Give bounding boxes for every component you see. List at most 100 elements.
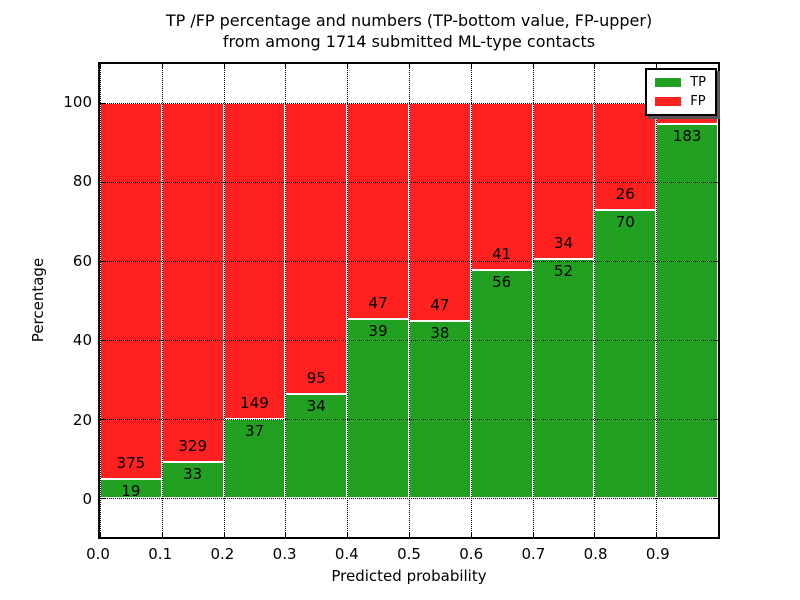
x-gridline bbox=[532, 64, 534, 537]
fp-count-label: 47 bbox=[368, 293, 388, 312]
x-tick-mark bbox=[100, 64, 101, 69]
chart-title-line1: TP /FP percentage and numbers (TP-bottom… bbox=[165, 11, 653, 30]
tp-legend-swatch bbox=[655, 78, 682, 87]
x-tick-mark bbox=[532, 64, 534, 69]
tp-count-label: 70 bbox=[615, 213, 635, 232]
x-tick-mark bbox=[594, 532, 596, 537]
x-tick-mark bbox=[470, 64, 472, 69]
bar-segment-tp bbox=[347, 318, 409, 498]
y-tick-label: 100 bbox=[63, 92, 92, 111]
x-tick-mark bbox=[347, 64, 349, 69]
fp-count-label: 375 bbox=[116, 453, 146, 472]
x-tick-label: 0.0 bbox=[86, 545, 110, 563]
y-tick-label: 80 bbox=[72, 172, 92, 191]
bar-segment-fp bbox=[347, 103, 409, 319]
bar-segment-tp bbox=[223, 419, 286, 498]
x-tick-mark bbox=[470, 532, 472, 537]
bar-segment-tp bbox=[656, 123, 718, 498]
tp-count-label: 38 bbox=[430, 324, 450, 343]
x-tick-mark bbox=[161, 64, 163, 69]
x-tick-label: 0.9 bbox=[645, 545, 670, 563]
bar-segment-fp bbox=[100, 103, 162, 479]
y-tick-mark bbox=[713, 339, 718, 341]
x-tick-label: 0.2 bbox=[210, 545, 235, 563]
tp-count-label: 52 bbox=[553, 262, 574, 281]
y-tick-label: 40 bbox=[72, 331, 92, 350]
x-gridline bbox=[470, 64, 472, 537]
y-tick-mark bbox=[713, 418, 718, 420]
x-tick-label: 0.1 bbox=[148, 545, 173, 563]
legend-item-tp: TP bbox=[655, 76, 706, 89]
plot-area: TP FP 375 19 329 33 149 37 95 34 47 39 47 38 41 56 34 5… bbox=[98, 62, 720, 539]
x-tick-label: 0.5 bbox=[397, 545, 421, 563]
x-axis-label: Predicted probability bbox=[331, 567, 487, 585]
x-tick-mark bbox=[285, 64, 287, 69]
x-tick-label: 0.6 bbox=[459, 545, 484, 563]
bar-segment-fp bbox=[285, 103, 348, 394]
x-tick-mark bbox=[656, 532, 658, 537]
x-tick-mark bbox=[285, 532, 287, 537]
x-tick-label: 0.7 bbox=[521, 545, 546, 563]
tp-count-label: 56 bbox=[492, 273, 512, 292]
y-tick-mark bbox=[100, 339, 105, 341]
x-tick-mark bbox=[656, 64, 658, 69]
fp-legend-swatch bbox=[655, 97, 682, 106]
x-gridline bbox=[285, 64, 287, 537]
fp-count-label: 41 bbox=[492, 245, 512, 264]
tp-count-label: 37 bbox=[244, 422, 265, 441]
bar-segment-fp bbox=[161, 103, 224, 462]
tp-count-label: 34 bbox=[306, 396, 326, 415]
bar-segment-tp bbox=[470, 270, 533, 498]
y-tick-label: 60 bbox=[72, 251, 92, 270]
x-gridline bbox=[409, 64, 410, 537]
fp-count-label: 95 bbox=[306, 368, 326, 387]
bar-segment-fp bbox=[594, 103, 657, 211]
y-tick-labels: 0 20 40 60 80 100 bbox=[40, 62, 92, 539]
y-tick-mark bbox=[100, 418, 105, 420]
y-tick-mark bbox=[100, 182, 105, 184]
bar-segment-tp bbox=[161, 461, 224, 498]
x-gridline bbox=[347, 64, 349, 537]
y-tick-mark bbox=[100, 261, 105, 263]
fp-legend-label: FP bbox=[690, 94, 706, 109]
fp-count-label: 47 bbox=[430, 296, 450, 315]
x-tick-label: 0.3 bbox=[272, 545, 297, 563]
tp-count-label: 183 bbox=[672, 126, 702, 145]
bar-segment-tp bbox=[594, 210, 657, 498]
y-tick-mark bbox=[713, 182, 718, 184]
tp-count-label: 33 bbox=[183, 464, 203, 483]
legend-item-fp: FP bbox=[655, 95, 706, 108]
x-tick-label: 0.4 bbox=[334, 545, 359, 563]
y-tick-label: 0 bbox=[82, 490, 92, 509]
x-gridline bbox=[594, 64, 596, 537]
tp-count-label: 19 bbox=[121, 481, 141, 500]
y-tick-label: 20 bbox=[72, 410, 92, 429]
x-gridline bbox=[656, 64, 658, 537]
x-gridline bbox=[161, 64, 163, 537]
y-tick-mark bbox=[100, 103, 105, 105]
x-tick-mark bbox=[532, 532, 534, 537]
x-tick-labels: 0.0 0.1 0.2 0.3 0.4 0.5 0.6 0.7 0.8 0.9 bbox=[86, 545, 720, 563]
x-tick-mark bbox=[409, 64, 410, 69]
fp-count-label: 34 bbox=[553, 234, 574, 253]
legend: TP FP bbox=[645, 68, 717, 116]
y-tick-mark bbox=[713, 261, 718, 263]
x-tick-mark bbox=[409, 532, 410, 537]
bar-segment-tp bbox=[409, 321, 471, 498]
chart-title-line2: from among 1714 submitted ML-type contac… bbox=[222, 32, 596, 51]
fp-count-label: 329 bbox=[178, 436, 208, 455]
fp-count-label: 26 bbox=[615, 185, 635, 204]
chart-title: TP /FP percentage and numbers (TP-bottom… bbox=[98, 10, 720, 52]
fp-count-label: 149 bbox=[240, 394, 269, 413]
tp-legend-label: TP bbox=[690, 75, 706, 90]
x-tick-mark bbox=[223, 64, 225, 69]
x-tick-mark bbox=[347, 532, 349, 537]
tp-count-label: 39 bbox=[368, 321, 388, 340]
x-tick-mark bbox=[100, 532, 101, 537]
x-tick-mark bbox=[223, 532, 225, 537]
y-tick-mark bbox=[713, 497, 718, 499]
x-tick-mark bbox=[161, 532, 163, 537]
bar-segment-tp bbox=[532, 259, 595, 498]
x-gridline bbox=[100, 64, 101, 537]
